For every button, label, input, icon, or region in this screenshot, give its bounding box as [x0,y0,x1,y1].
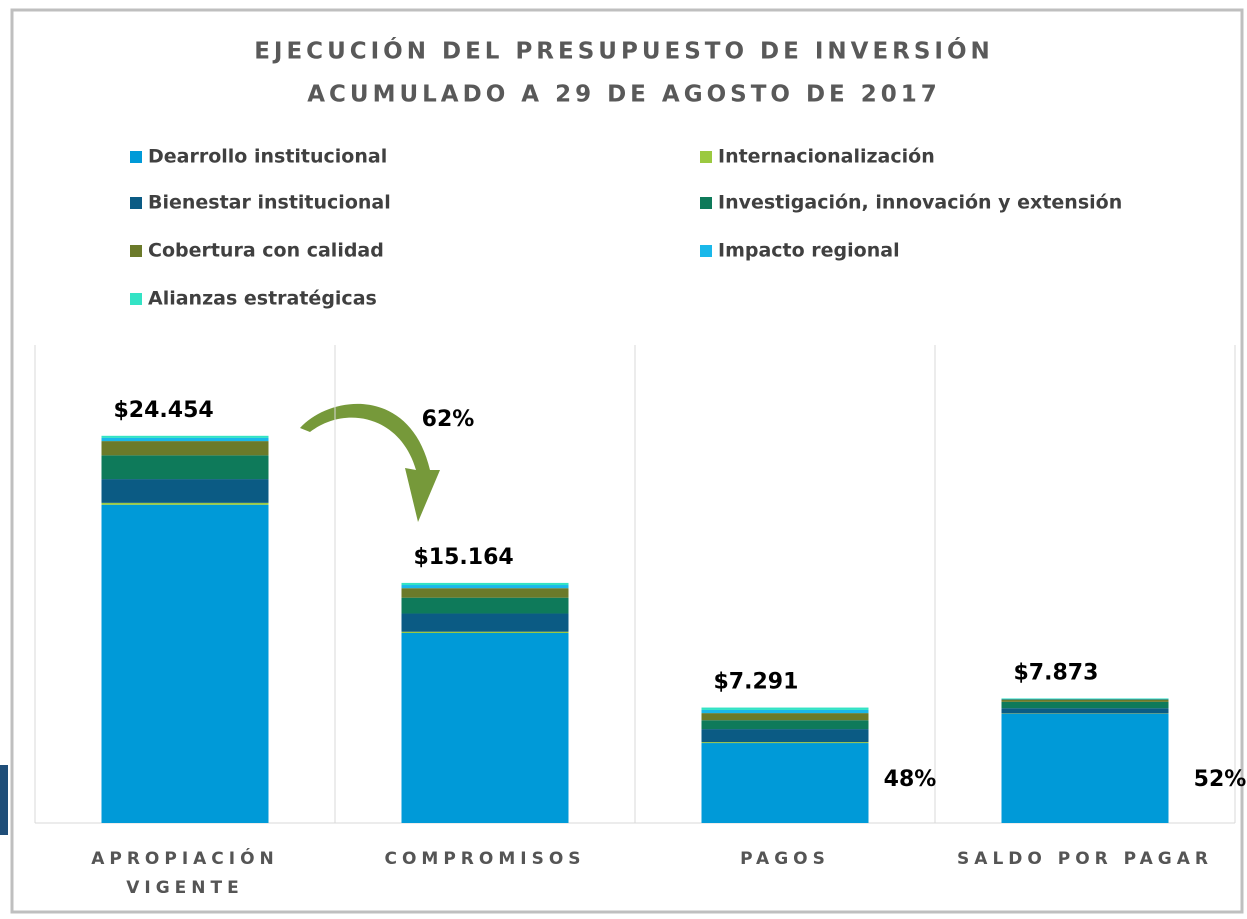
bar-segment [401,631,569,633]
percent-annotation: 48% [884,767,937,792]
chart-subtitle: ACUMULADO A 29 DE AGOSTO DE 2017 [307,82,941,108]
bar-segment [401,588,569,598]
bar-segment [1001,698,1169,699]
percent-annotation: 62% [422,407,475,432]
bar-segment [101,504,269,823]
bar-segment [1001,698,1169,700]
legend-label: Internacionalización [718,146,935,168]
percent-annotation: 52% [1194,767,1247,792]
legend-label: Impacto regional [718,240,900,262]
legend-swatch [700,151,712,163]
total-label: $15.164 [414,545,514,570]
bar-segment [101,435,269,438]
total-label: $24.454 [114,398,214,423]
bar-segment [1001,701,1169,709]
legend-swatch [700,245,712,257]
legend-swatch [130,245,142,257]
bar-segment [401,585,569,589]
bar-segment [101,441,269,456]
bar-segment [701,720,869,730]
bar-segment [101,455,269,480]
x-tick-label: APROPIACIÓN VIGENTE [91,849,279,898]
bar-segment [401,582,569,586]
legend-label: Dearrollo institucional [148,146,387,168]
legend-swatch [130,293,142,305]
legend-label: Cobertura con calidad [148,240,384,262]
total-label: $7.873 [1014,660,1099,685]
bar-segment [1001,713,1169,823]
legend-swatch [130,197,142,209]
bar-segment [401,633,569,823]
bar-segment [701,729,869,743]
bar-segment [101,479,269,503]
x-tick-label: COMPROMISOS [384,849,586,869]
legend-label: Bienestar institucional [148,192,391,214]
bar-segment [1001,699,1169,702]
bar-segment [101,437,269,442]
bar-segment [401,613,569,632]
x-tick-label: PAGOS [740,849,830,869]
total-label: $7.291 [714,670,799,695]
legend-swatch [700,197,712,209]
legend-swatch [130,151,142,163]
bar-segment [701,743,869,823]
bar-segment [1001,708,1169,714]
bar-segment [101,502,269,505]
x-tick-label: SALDO POR PAGAR [957,849,1213,869]
bar-segment [701,713,869,721]
bar-segment [401,597,569,614]
legend-label: Alianzas estratégicas [148,288,377,310]
arrow [300,403,440,522]
bar-segment [701,742,869,744]
bar-segment [701,709,869,714]
legend-label: Investigación, innovación y extensión [718,192,1122,214]
chart-title: EJECUCIÓN DEL PRESUPUESTO DE INVERSIÓN [254,37,994,65]
side-decoration [0,765,8,835]
bar-segment [701,707,869,710]
